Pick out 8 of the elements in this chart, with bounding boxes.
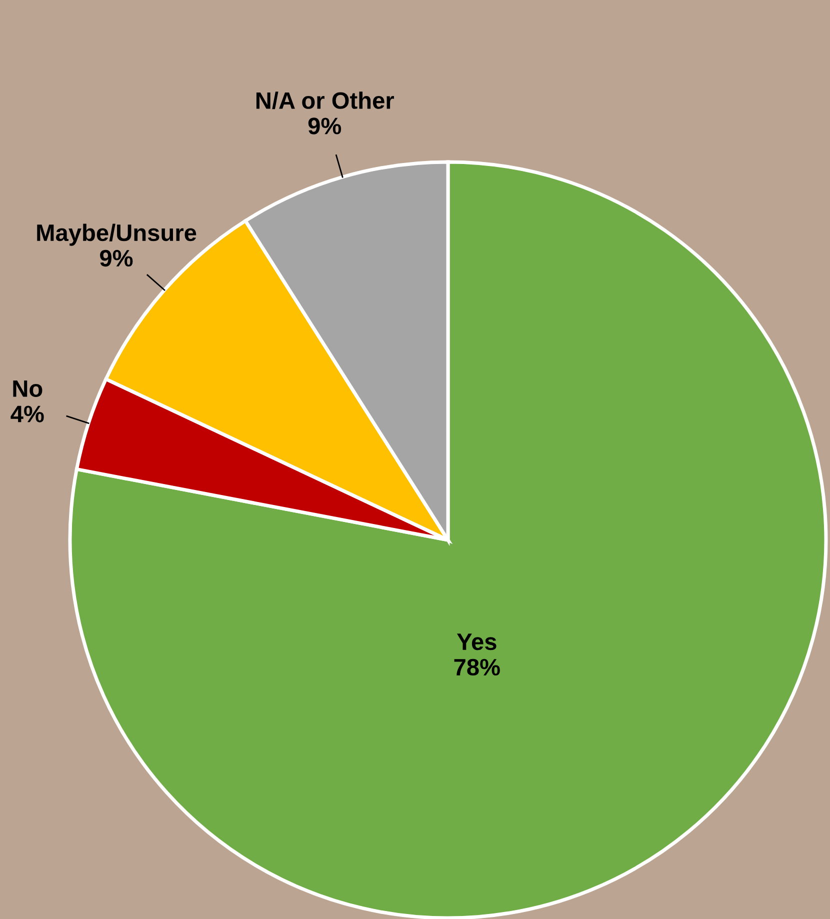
slice-label: N/A or Other: [256, 92, 394, 110]
data-label: 78%: [454, 658, 500, 676]
slice-label: No: [13, 380, 42, 397]
data-label: 9%: [308, 118, 342, 134]
data-label: 9%: [100, 250, 133, 267]
slice-label: Yes: [456, 634, 496, 650]
data-label: 4%: [10, 406, 44, 422]
slice-label: Maybe/Unsure: [37, 224, 196, 246]
